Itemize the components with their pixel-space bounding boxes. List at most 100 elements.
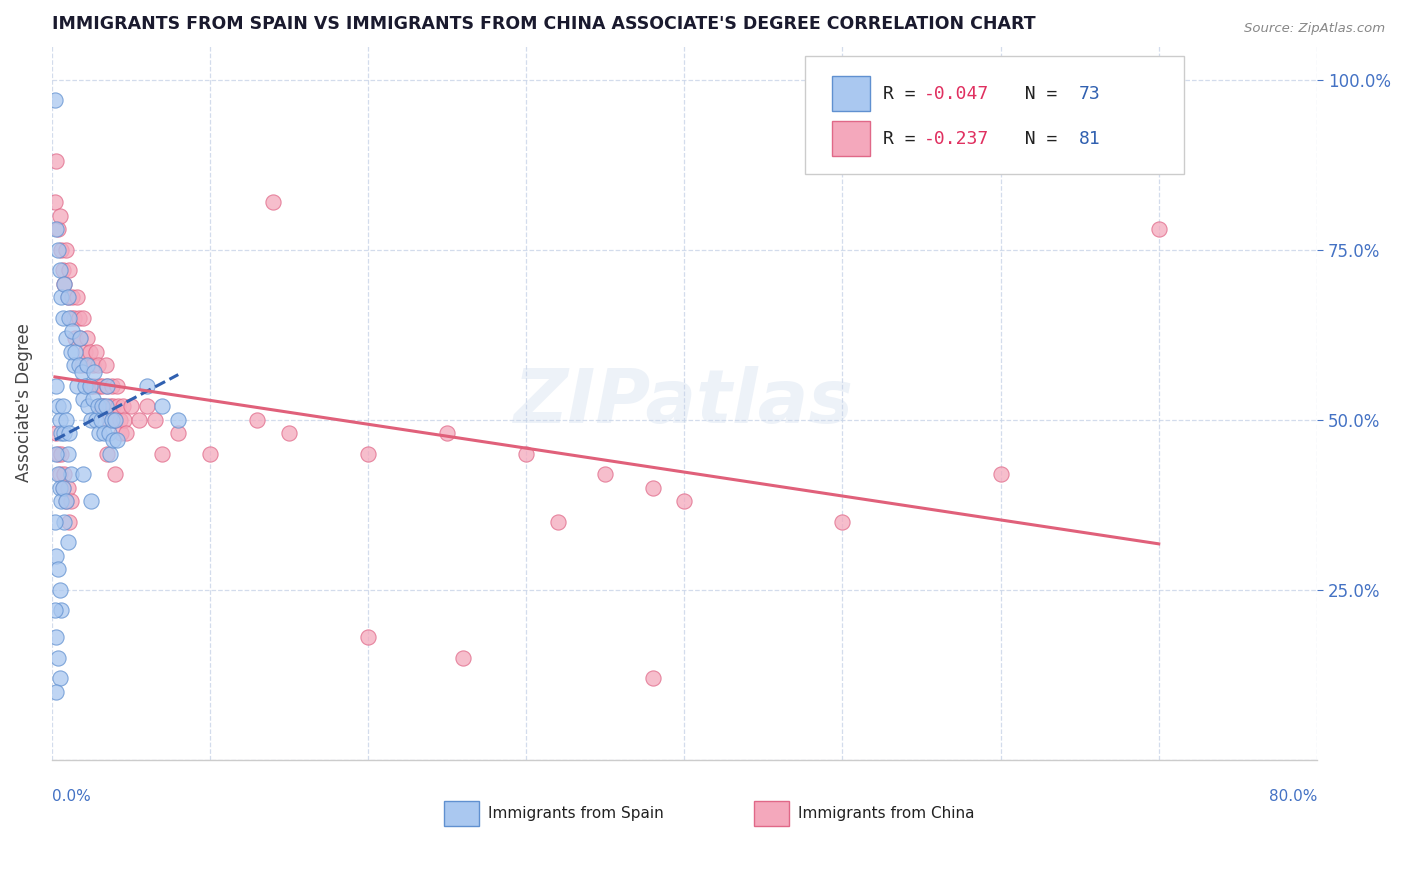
- Point: [56, 535, 79, 549]
- Point: [143, 413, 166, 427]
- Point: [44, 603, 66, 617]
- Point: [65, 344, 87, 359]
- Point: [641, 481, 664, 495]
- Point: [60, 325, 83, 339]
- Point: [53, 277, 76, 291]
- Text: R =: R =: [883, 129, 927, 147]
- Point: [357, 447, 380, 461]
- Text: R =: R =: [883, 85, 927, 103]
- Point: [46, 222, 69, 236]
- FancyBboxPatch shape: [804, 56, 1184, 174]
- Point: [52, 481, 75, 495]
- Point: [246, 413, 269, 427]
- Point: [135, 379, 157, 393]
- Point: [51, 494, 73, 508]
- Point: [111, 399, 134, 413]
- Point: [56, 290, 79, 304]
- Point: [110, 426, 132, 441]
- Point: [93, 426, 115, 441]
- Point: [45, 685, 67, 699]
- Point: [79, 344, 101, 359]
- Point: [167, 426, 190, 441]
- Point: [83, 379, 105, 393]
- Text: -0.237: -0.237: [924, 129, 988, 147]
- Point: [59, 494, 82, 508]
- Point: [103, 434, 125, 448]
- Point: [55, 331, 77, 345]
- Point: [70, 365, 93, 379]
- Point: [515, 447, 537, 461]
- Text: 81: 81: [1078, 129, 1101, 147]
- Point: [80, 413, 103, 427]
- Point: [91, 379, 114, 393]
- Point: [72, 392, 94, 407]
- Point: [48, 481, 70, 495]
- Point: [53, 515, 76, 529]
- Point: [76, 331, 98, 345]
- Point: [115, 426, 138, 441]
- Point: [69, 331, 91, 345]
- Point: [45, 447, 67, 461]
- Point: [63, 310, 86, 325]
- Text: Immigrants from Spain: Immigrants from Spain: [488, 806, 664, 821]
- Point: [84, 413, 107, 427]
- Point: [56, 290, 79, 304]
- Point: [167, 413, 190, 427]
- Text: -0.047: -0.047: [924, 85, 988, 103]
- Point: [53, 426, 76, 441]
- Point: [52, 310, 75, 325]
- Point: [79, 379, 101, 393]
- Point: [66, 290, 89, 304]
- Point: [83, 365, 105, 379]
- Point: [97, 413, 120, 427]
- Point: [96, 447, 118, 461]
- Point: [82, 392, 104, 407]
- Point: [46, 467, 69, 482]
- Point: [46, 399, 69, 413]
- Point: [198, 447, 221, 461]
- Point: [128, 413, 150, 427]
- Point: [673, 494, 696, 508]
- Point: [90, 399, 112, 413]
- Point: [58, 515, 80, 529]
- Bar: [832, 77, 870, 111]
- Point: [46, 447, 69, 461]
- Point: [593, 467, 616, 482]
- Point: [66, 379, 89, 393]
- Point: [55, 494, 77, 508]
- Bar: [444, 801, 479, 826]
- Point: [86, 399, 108, 413]
- Point: [56, 447, 79, 461]
- Point: [107, 399, 129, 413]
- Point: [73, 379, 96, 393]
- Point: [547, 515, 569, 529]
- Point: [44, 93, 66, 107]
- Point: [44, 195, 66, 210]
- Point: [53, 467, 76, 482]
- Point: [52, 263, 75, 277]
- Point: [105, 379, 128, 393]
- Point: [357, 631, 380, 645]
- Point: [58, 310, 80, 325]
- Point: [101, 413, 124, 427]
- Point: [48, 413, 70, 427]
- Point: [51, 243, 73, 257]
- Point: [48, 263, 70, 277]
- Point: [46, 651, 69, 665]
- Point: [990, 467, 1012, 482]
- Point: [59, 310, 82, 325]
- Point: [45, 549, 67, 563]
- Point: [641, 671, 664, 685]
- Point: [52, 481, 75, 495]
- Text: N =: N =: [1002, 85, 1069, 103]
- Point: [101, 379, 124, 393]
- Y-axis label: Associate's Degree: Associate's Degree: [15, 324, 32, 483]
- Point: [72, 467, 94, 482]
- Point: [55, 494, 77, 508]
- Point: [60, 290, 83, 304]
- Point: [65, 331, 87, 345]
- Point: [44, 515, 66, 529]
- Point: [831, 515, 853, 529]
- Point: [51, 603, 73, 617]
- Point: [45, 222, 67, 236]
